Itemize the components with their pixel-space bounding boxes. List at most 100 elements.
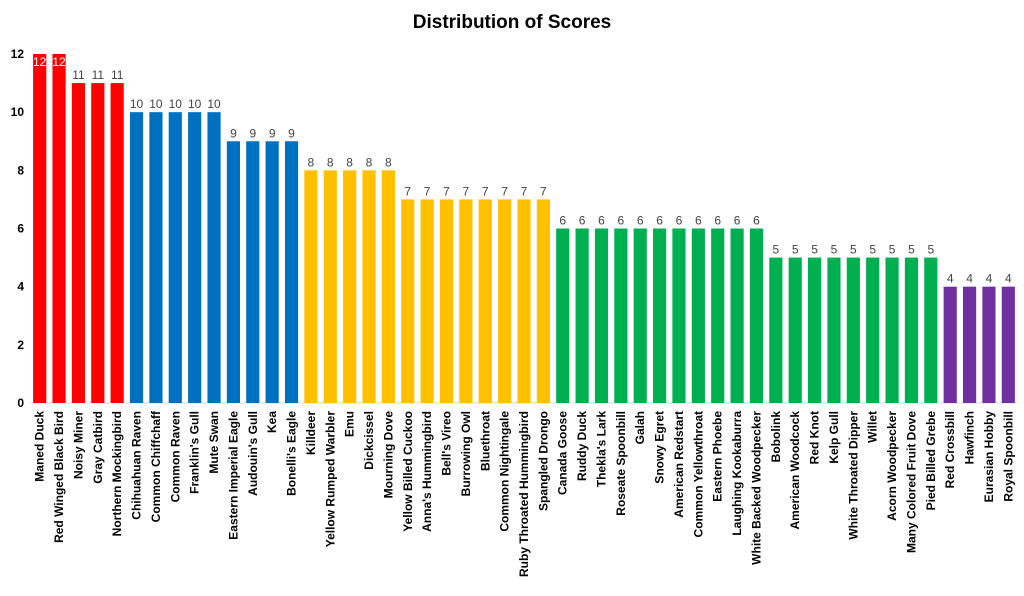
x-tick-label: Kea (265, 411, 279, 433)
x-tick-label: Common Raven (168, 411, 182, 502)
x-tick-label: Red Knot (808, 411, 822, 464)
bar (498, 199, 512, 403)
x-tick-label: Eastern Phoebe (711, 411, 725, 502)
bar (866, 257, 880, 403)
bar (924, 257, 938, 403)
data-label: 6 (618, 214, 625, 228)
bar (265, 141, 279, 403)
bar (304, 170, 318, 403)
x-tick-label: Ruby Throated Hummingbird (517, 411, 531, 577)
y-tick-label: 10 (11, 105, 25, 119)
data-label: 6 (695, 214, 702, 228)
data-label: 9 (288, 126, 295, 140)
x-tick-label: Many Colored Fruit Dove (904, 411, 918, 553)
data-label: 6 (714, 214, 721, 228)
data-label: 9 (269, 126, 276, 140)
bar (420, 199, 434, 403)
data-label: 7 (404, 184, 411, 198)
data-label: 6 (598, 214, 605, 228)
x-tick-label: Anna's Hummingbird (420, 411, 434, 532)
data-label: 5 (792, 243, 799, 257)
data-label: 10 (149, 97, 163, 111)
x-tick-label: Acorn Woodpecker (885, 411, 899, 521)
data-label: 10 (188, 97, 202, 111)
data-label: 7 (443, 184, 450, 198)
bar (536, 199, 550, 403)
x-tick-label: Willet (866, 411, 880, 443)
data-label: 6 (656, 214, 663, 228)
bar (556, 228, 570, 403)
data-label: 5 (831, 243, 838, 257)
data-label: 7 (540, 184, 547, 198)
x-tick-label: Thekla's Lark (594, 411, 608, 488)
x-tick-label: Galah (633, 411, 647, 444)
bar (730, 228, 744, 403)
x-tick-label: Laughing Kookaburra (730, 411, 744, 536)
data-label: 7 (482, 184, 489, 198)
bar (401, 199, 415, 403)
x-tick-label: American Woodcock (788, 411, 802, 530)
data-label: 8 (327, 155, 334, 169)
x-tick-label: Mourning Dove (381, 411, 395, 499)
data-label: 7 (424, 184, 431, 198)
data-label: 11 (72, 68, 85, 82)
data-label: 10 (169, 97, 183, 111)
bars (33, 54, 1015, 404)
x-tick-label: Noisy Miner (71, 411, 85, 479)
data-label: 10 (207, 97, 221, 111)
x-tick-label: Snowy Egret (653, 411, 667, 484)
bar (188, 112, 202, 404)
x-tick-label: Northern Mockingbird (110, 411, 124, 536)
data-label: 5 (850, 243, 857, 257)
data-label: 6 (753, 214, 760, 228)
data-label: 8 (385, 155, 392, 169)
x-tick-label: Pied Billed Grebe (924, 411, 938, 511)
data-label: 8 (346, 155, 353, 169)
x-tick-label: American Redstart (672, 411, 686, 518)
bar (168, 112, 182, 404)
bar (246, 141, 260, 403)
data-label: 7 (501, 184, 508, 198)
data-label: 9 (230, 126, 237, 140)
bar (749, 228, 764, 403)
bar (1001, 286, 1015, 403)
x-tick-label: Ruddy Duck (575, 411, 589, 481)
data-label: 6 (676, 214, 683, 228)
bar (769, 257, 783, 403)
x-tick-label: Common Nightingale (498, 411, 512, 532)
data-label: 6 (559, 214, 566, 228)
y-tick-label: 4 (17, 280, 24, 294)
x-tick-label: Audouin's Gull (246, 411, 260, 496)
bar (575, 228, 589, 403)
bar (614, 228, 628, 403)
x-tick-label: White Backed Woodpecker (749, 411, 763, 565)
bar (711, 228, 725, 403)
bar (439, 199, 454, 403)
data-label: 5 (927, 243, 934, 257)
bar (207, 112, 221, 404)
bar (594, 228, 609, 403)
data-label: 8 (366, 155, 373, 169)
bar (52, 54, 66, 403)
bar (633, 228, 647, 403)
bar (962, 286, 977, 403)
y-tick-label: 2 (17, 338, 24, 352)
bar (846, 257, 860, 403)
y-tick-label: 6 (17, 222, 24, 236)
bar (91, 83, 105, 403)
data-label: 12 (33, 55, 47, 69)
bar (343, 170, 357, 403)
x-axis-ticks: Maned Duck Red Winged Black Bird Noisy Min… (33, 410, 1016, 577)
x-tick-label: Kelp Gull (827, 411, 841, 464)
x-tick-label: Burrowing Owl (459, 411, 473, 496)
bar (691, 228, 705, 403)
y-axis-ticks: 0 2 4 6 8 10 12 (11, 47, 25, 410)
bar (672, 228, 686, 403)
bar (982, 286, 996, 403)
x-tick-label: Eastern Imperial Eagle (226, 411, 240, 540)
data-label: 6 (637, 214, 644, 228)
x-tick-label: White Throated Dipper (846, 411, 860, 540)
x-tick-label: Yellow Billed Cuckoo (401, 411, 415, 532)
bar (653, 228, 667, 403)
bar (362, 170, 376, 403)
